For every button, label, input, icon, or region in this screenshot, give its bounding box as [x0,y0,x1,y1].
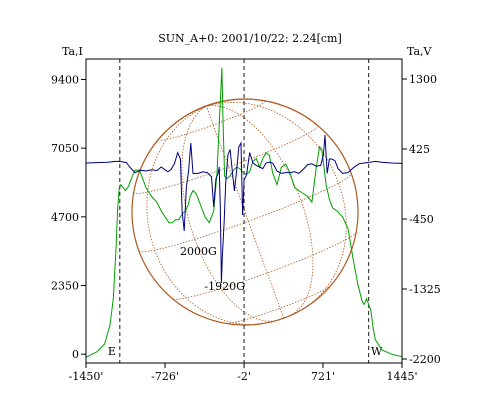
right-tick-label: 425 [409,143,430,156]
sun-longitude-line [206,101,347,310]
x-tick-label: -2' [237,370,251,383]
right-axis-label: Ta,V [407,45,433,58]
left-tick-label: 4700 [51,211,79,224]
sun-longitude-line [206,98,352,174]
right-tick-label: -2200 [409,353,441,366]
intensity-line [85,67,403,358]
annotation-label: 2000G [180,245,217,258]
right-tick-label: 1300 [409,73,437,86]
annotations: 2000G -1920G [180,245,245,293]
right-tick-label: -450 [409,213,434,226]
x-tick-label: 1445' [386,370,417,383]
sun-latitude-line [173,232,357,300]
series-layer [85,67,403,358]
axes-layer: -1450' -726' -2' 721' 1445' 0 2350 4700 7050 9400… [51,73,441,383]
sun-longitude-line [146,105,264,325]
x-tick-label: 721' [311,370,335,383]
chart-title: SUN_A+0: 2001/10/22: 2.24[cm] [158,32,342,45]
sun-limb [131,98,359,326]
left-tick-label: 9400 [51,73,79,86]
sun-longitude-line [206,106,284,319]
marker-label: E [108,345,116,358]
left-tick-label: 0 [72,348,79,361]
sun-latitude-line [133,125,319,194]
left-tick-label: 7050 [51,142,79,155]
annotation-label: -1920G [204,280,245,293]
sun-disk [131,98,359,326]
x-tick-label: -1450' [69,370,104,383]
left-axis-label: Ta,I [62,45,83,58]
left-tick-label: 2350 [51,280,79,293]
sun-latitude-line [158,100,266,141]
polarization-line [85,134,403,284]
right-tick-label: -1325 [409,283,441,296]
marker-label: W [371,345,383,358]
x-tick-label: -726' [151,370,179,383]
sun-longitude-line [131,105,207,251]
